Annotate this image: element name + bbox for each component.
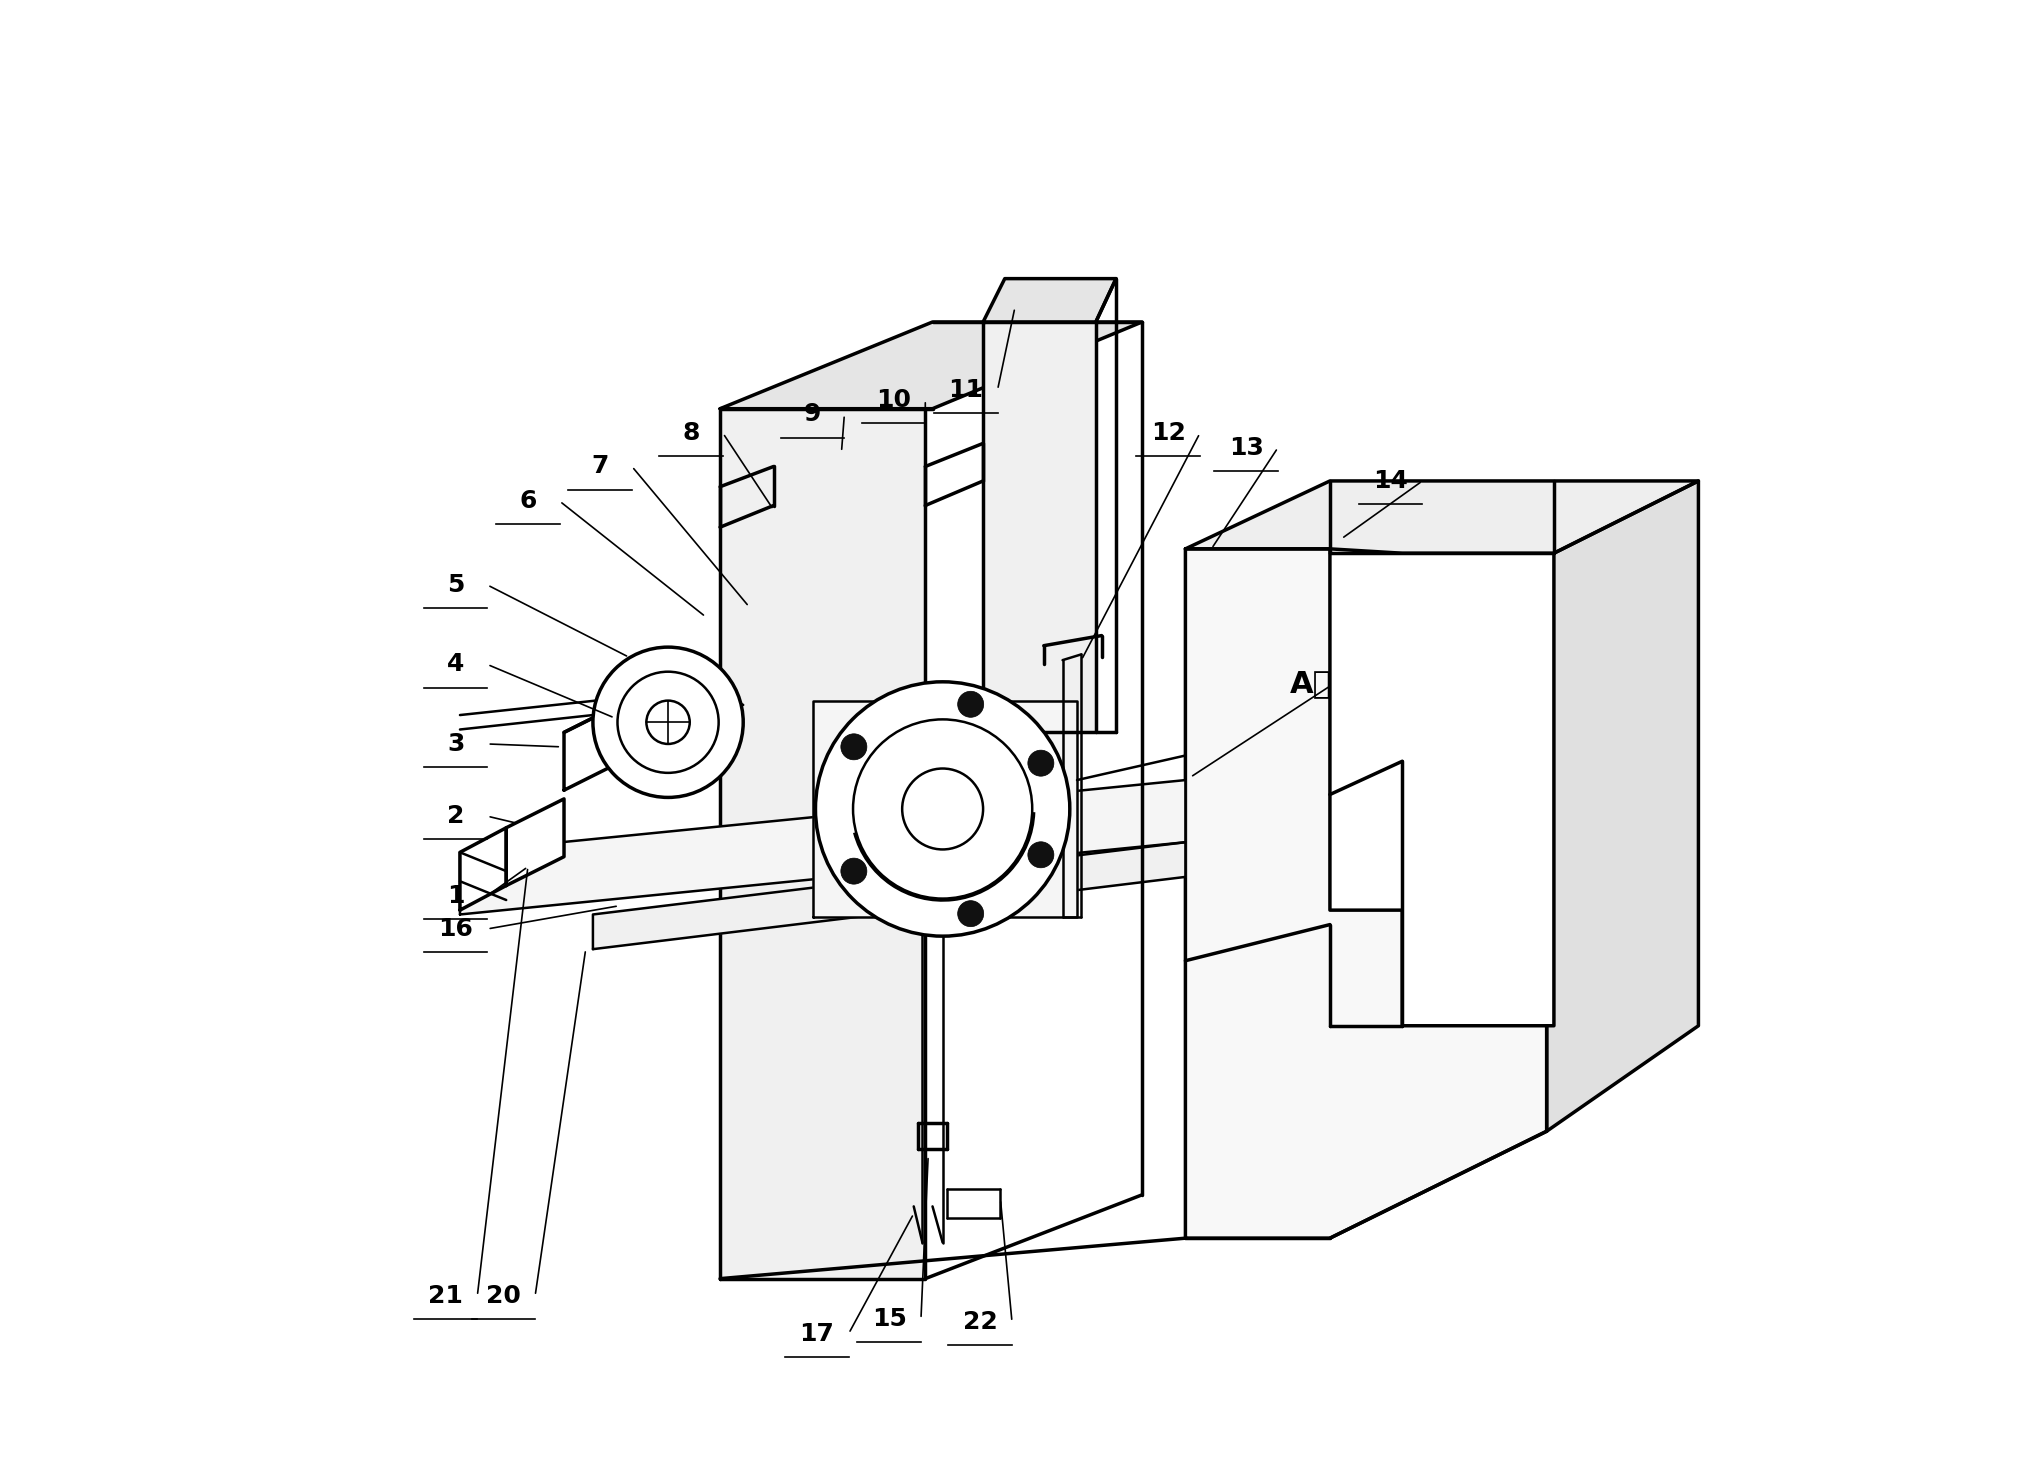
Text: 3: 3 <box>447 732 463 756</box>
Text: 7: 7 <box>591 455 609 479</box>
Circle shape <box>1028 842 1054 868</box>
Text: 21: 21 <box>429 1284 463 1307</box>
Polygon shape <box>459 827 506 910</box>
Polygon shape <box>983 322 1094 732</box>
Text: 8: 8 <box>682 422 700 445</box>
Text: 14: 14 <box>1372 468 1408 493</box>
Polygon shape <box>459 781 1185 915</box>
Polygon shape <box>720 322 1141 409</box>
Polygon shape <box>811 700 1076 918</box>
Text: 13: 13 <box>1228 436 1262 460</box>
Circle shape <box>957 900 983 926</box>
Polygon shape <box>506 800 564 886</box>
Text: 9: 9 <box>803 403 821 426</box>
Polygon shape <box>1185 481 1697 553</box>
Polygon shape <box>1546 481 1697 1131</box>
Text: 2: 2 <box>447 804 463 829</box>
Polygon shape <box>720 409 925 1278</box>
Text: 10: 10 <box>876 388 910 411</box>
Text: 5: 5 <box>447 573 463 597</box>
Text: 16: 16 <box>437 916 473 941</box>
Circle shape <box>645 700 690 744</box>
Circle shape <box>593 648 742 798</box>
Text: 15: 15 <box>872 1307 906 1331</box>
Polygon shape <box>983 279 1115 322</box>
Text: 1: 1 <box>447 884 463 907</box>
Text: A向: A向 <box>1289 668 1331 697</box>
Text: 11: 11 <box>949 378 983 401</box>
Text: 4: 4 <box>447 652 463 677</box>
Circle shape <box>815 681 1070 937</box>
Circle shape <box>1028 750 1054 776</box>
Text: 22: 22 <box>963 1310 997 1334</box>
Polygon shape <box>564 703 621 791</box>
Circle shape <box>902 769 983 849</box>
Text: 20: 20 <box>486 1284 520 1307</box>
Text: 6: 6 <box>520 489 536 514</box>
Circle shape <box>957 692 983 718</box>
Circle shape <box>840 734 866 760</box>
Text: 17: 17 <box>799 1322 833 1345</box>
Circle shape <box>840 858 866 884</box>
Polygon shape <box>593 842 1185 950</box>
Polygon shape <box>1185 549 1546 1239</box>
Text: 12: 12 <box>1149 422 1185 445</box>
